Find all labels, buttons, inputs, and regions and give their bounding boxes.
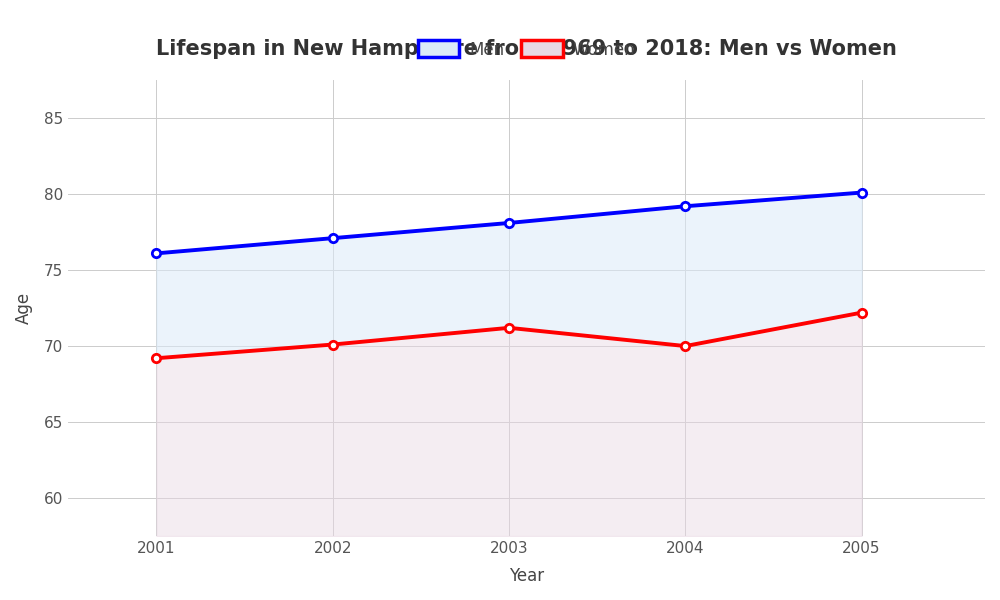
X-axis label: Year: Year xyxy=(509,567,544,585)
Legend: Men, Women: Men, Women xyxy=(411,34,642,65)
Title: Lifespan in New Hampshire from 1969 to 2018: Men vs Women: Lifespan in New Hampshire from 1969 to 2… xyxy=(156,39,897,59)
Y-axis label: Age: Age xyxy=(15,292,33,324)
